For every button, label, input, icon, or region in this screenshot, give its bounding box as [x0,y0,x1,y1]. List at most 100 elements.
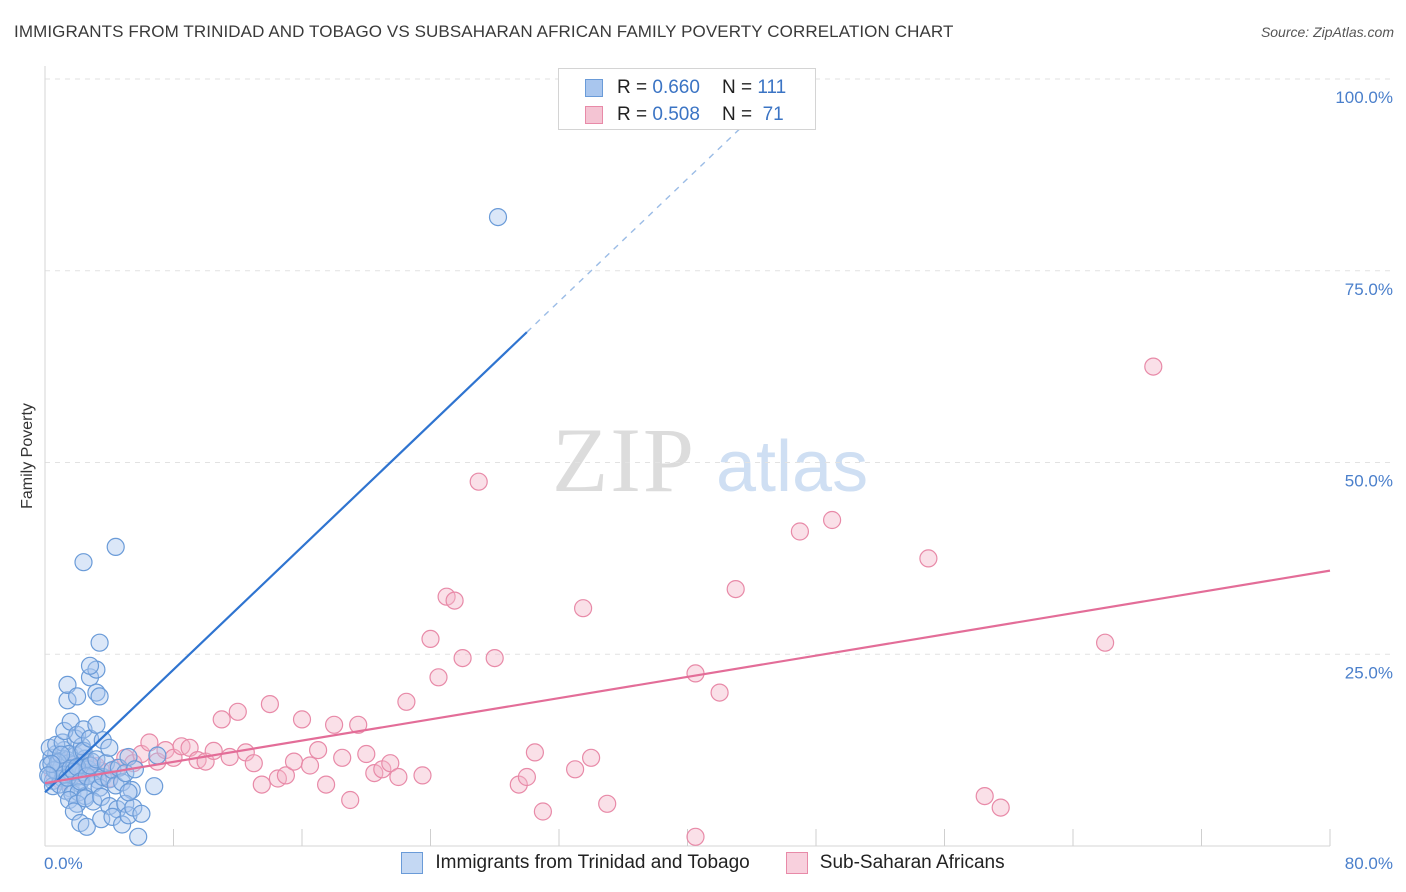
watermark: ZIP atlas [552,409,868,511]
blue-data-point [42,754,61,774]
y-tick-label: 50.0% [1345,472,1393,491]
blue-data-point [106,537,125,557]
blue-data-point [87,715,106,734]
pink-data-point [469,472,488,491]
chart-source: Source: ZipAtlas.com [1260,24,1394,40]
legend-item-blue[interactable]: Immigrants from Trinidad and Tobago [401,852,750,874]
blue-trend-extension [526,116,753,333]
pink-data-point [284,752,304,771]
pink-data-point [341,790,360,810]
chart-title: IMMIGRANTS FROM TRINIDAD AND TOBAGO VS S… [14,22,954,41]
blue-data-point [67,687,87,706]
series-legend: Immigrants from Trinidad and Tobago Sub-… [0,852,1406,874]
stats-row-pink: R = 0.508 N = 71 [585,104,784,126]
pink-data-point [260,694,279,714]
watermark-atlas: atlas [716,427,868,507]
y-tick-label: 75.0% [1345,280,1393,299]
blue-data-point [80,656,100,675]
pink-data-point [276,766,295,785]
blue-data-point [145,777,164,796]
watermark-zip: ZIP [552,409,696,511]
pink-data-point [991,798,1010,817]
blue-data-point [64,802,84,821]
pink-data-point [1095,633,1115,652]
pink-data-point [485,648,504,668]
pink-data-point [300,756,320,775]
y-tick-label: 25.0% [1345,663,1393,682]
x-tick-label-min: 0.0% [44,854,83,873]
pink-data-point [581,748,601,767]
blue-data-point [132,804,151,823]
n-value: 111 [757,77,787,98]
gridlines [45,78,1395,655]
pink-data-point [598,794,617,813]
legend-swatch-pink [785,852,808,874]
pink-data-point [309,740,328,760]
blue-data-point [58,691,77,710]
n-label: N = [721,104,753,125]
pink-data-point [317,775,336,794]
pink-data-point [686,827,705,846]
blue-data-point [87,750,106,769]
trend-lines [44,116,1331,794]
pink-data-point [429,668,448,687]
x-tick-label-max: 80.0% [1345,854,1393,873]
blue-data-point [129,827,148,846]
pink-swatch [585,106,603,124]
pink-data-point [413,766,432,785]
pink-data-point [453,648,472,668]
blue-data-point [93,731,112,750]
legend-item-pink[interactable]: Sub-Saharan Africans [785,852,1005,874]
stats-row-blue: R = 0.660 N = 111 [585,77,786,99]
blue-data-point [74,553,93,572]
blue-data-point [39,766,58,785]
pink-data-point [397,692,416,711]
n-label: N = [721,77,753,98]
pink-trend-line [44,569,1331,785]
legend-swatch-blue [401,852,424,874]
r-value: 0.508 [652,104,700,125]
r-label: R = [617,77,648,98]
pink-data-point [686,664,705,683]
pink-data-point [533,802,553,821]
blue-data-point [100,738,119,757]
pink-data-point [710,683,729,702]
blue-data-point [77,817,96,836]
pink-data-point [790,522,810,541]
pink-data-point [325,715,344,734]
pink-data-point [292,710,312,729]
r-value: 0.660 [652,77,700,98]
legend-label-pink: Sub-Saharan Africans [819,852,1005,873]
blue-data-point [90,687,109,706]
pink-data-point [389,767,408,787]
pink-data-point [1144,357,1163,376]
pink-data-point [140,733,159,752]
n-value: 71 [762,104,784,125]
blue-data-point [103,807,122,827]
pink-data-point [445,591,464,610]
blue-data-point [90,633,109,652]
y-tick-label: 100.0% [1335,88,1393,107]
blue-data-point [51,745,71,764]
pink-data-point [252,775,271,794]
pink-data-point [212,710,231,729]
pink-data-point [421,629,440,649]
pink-data-point [357,744,376,764]
pink-data-point [525,743,545,762]
pink-data-point [573,599,593,618]
pink-data-point [565,760,585,779]
pink-data-point [333,748,352,767]
blue-swatch [585,79,603,97]
pink-data-point [228,702,247,721]
blue-data-point [92,810,111,829]
pink-data-point [975,786,994,806]
pink-data-point [919,549,938,568]
pink-data-point [726,579,745,599]
legend-label-blue: Immigrants from Trinidad and Tobago [435,852,750,873]
blue-trend-line [44,331,528,794]
blue-series-points [39,208,508,846]
pink-data-point [517,767,537,787]
r-label: R = [617,104,648,125]
blue-data-point [112,815,132,834]
